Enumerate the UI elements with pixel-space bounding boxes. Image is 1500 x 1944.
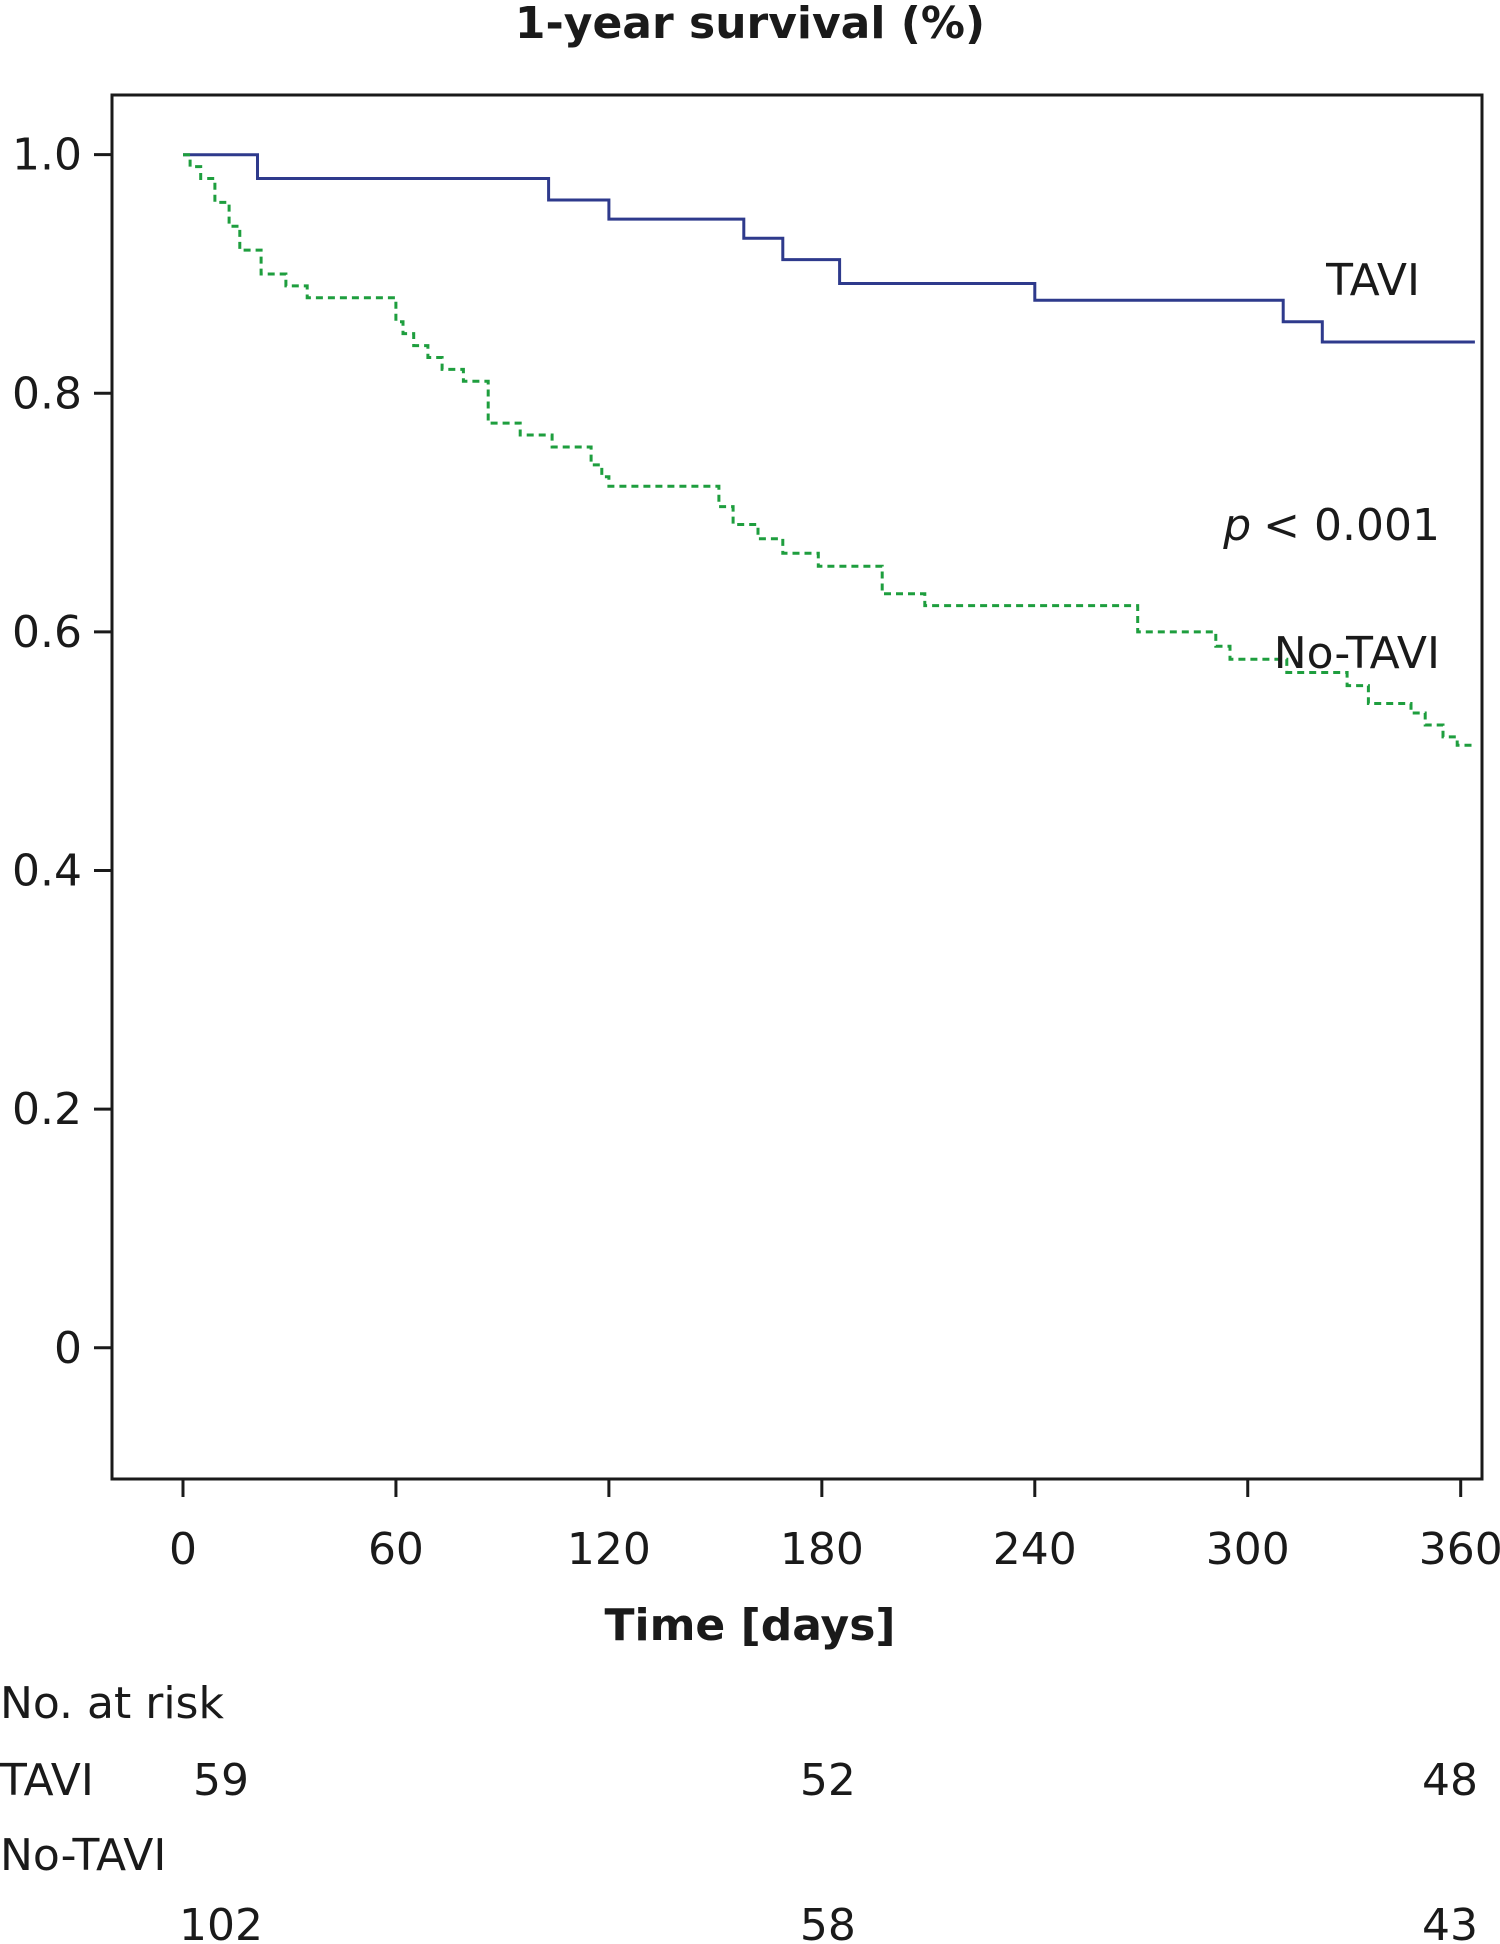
risk-value: 58 xyxy=(800,1900,856,1944)
x-axis-label: Time [days] xyxy=(604,1600,895,1651)
x-tick-label: 300 xyxy=(1206,1524,1290,1575)
x-tick-label: 0 xyxy=(169,1524,197,1575)
p-symbol: p xyxy=(1222,500,1251,551)
risk-value: 59 xyxy=(193,1755,249,1806)
y-tick-label: 0.8 xyxy=(12,368,82,419)
risk-row-label-tavi: TAVI xyxy=(0,1755,94,1806)
risk-value: 48 xyxy=(1422,1755,1478,1806)
y-tick-label: 0.6 xyxy=(12,607,82,658)
chart-title: 1-year survival (%) xyxy=(515,0,985,49)
series-line-tavi xyxy=(183,153,1475,344)
y-tick-label: 0.2 xyxy=(12,1084,82,1135)
x-tick-label: 120 xyxy=(567,1524,651,1575)
x-axis-ticks: 0 60 120 180 240 300 360 xyxy=(169,1479,1500,1575)
risk-row-label-no-tavi: No-TAVI xyxy=(0,1830,166,1881)
risk-value: 52 xyxy=(800,1755,856,1806)
x-tick-label: 60 xyxy=(368,1524,424,1575)
x-tick-label: 240 xyxy=(993,1524,1077,1575)
series-layer xyxy=(183,153,1475,747)
x-tick-label: 180 xyxy=(780,1524,864,1575)
risk-table-values: 59 52 48 102 58 43 xyxy=(179,1755,1478,1944)
y-tick-label: 0 xyxy=(54,1323,82,1374)
risk-value: 43 xyxy=(1422,1900,1478,1944)
series-label-tavi: TAVI xyxy=(1325,255,1420,306)
plot-frame xyxy=(110,93,1484,1481)
risk-value: 102 xyxy=(179,1900,263,1944)
risk-table-header: No. at risk xyxy=(0,1678,224,1729)
y-tick-label: 0.4 xyxy=(12,846,82,897)
x-tick-label: 360 xyxy=(1419,1524,1500,1575)
risk-table: No. at risk TAVI No-TAVI 59 52 48 102 58 43 xyxy=(0,1678,1478,1944)
y-axis-ticks: 0 0.2 0.4 0.6 0.8 1.0 xyxy=(12,130,112,1374)
p-value: < 0.001 xyxy=(1263,500,1440,551)
y-tick-label: 1.0 xyxy=(12,130,82,181)
p-value-annotation: p < 0.001 xyxy=(1222,500,1440,551)
series-label-no-tavi: No-TAVI xyxy=(1274,628,1440,679)
